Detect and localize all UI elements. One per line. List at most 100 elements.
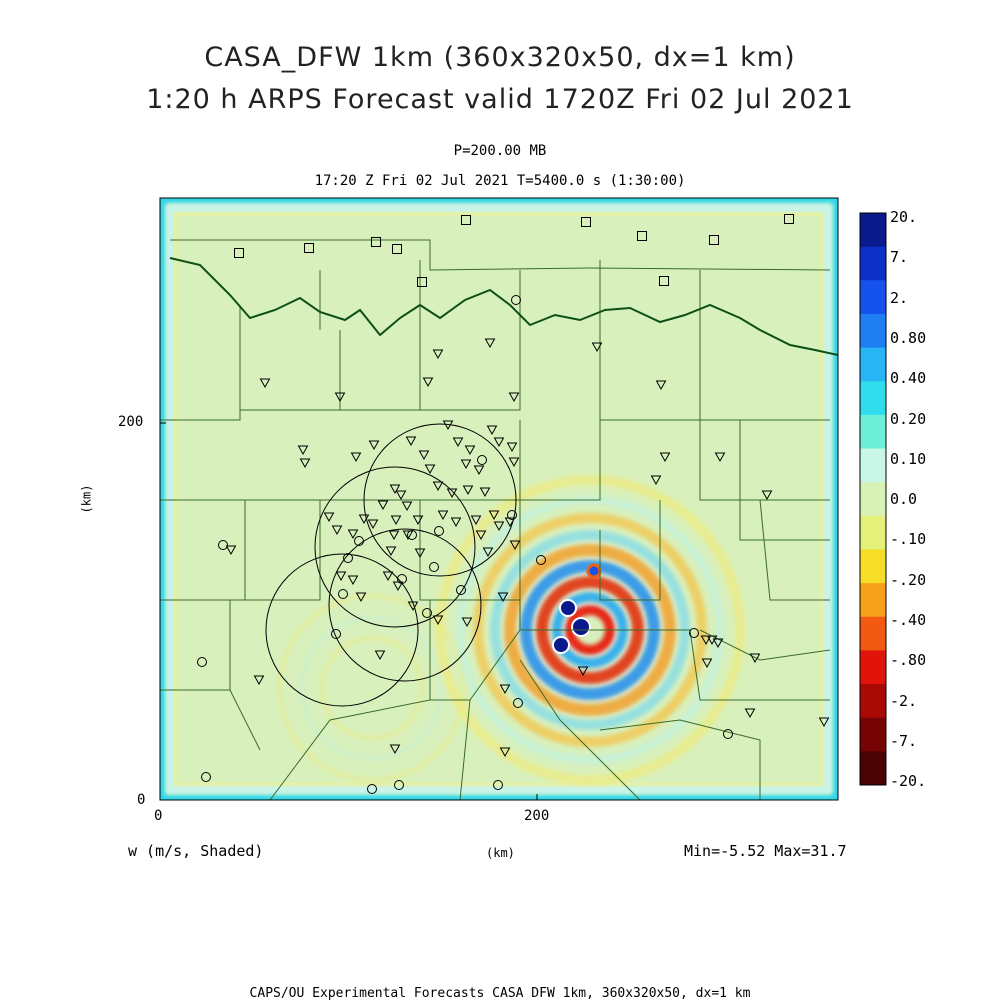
station-triangle-marker xyxy=(508,392,520,403)
y-tick-label-0: 0 xyxy=(137,792,146,808)
station-triangle-marker xyxy=(367,519,379,530)
station-triangle-marker xyxy=(253,675,265,686)
title-line-1: CASA_DFW 1km (360x320x50, dx=1 km) xyxy=(204,42,796,73)
station-circle-marker xyxy=(429,562,439,572)
colorbar-swatch xyxy=(860,650,886,685)
colorbar-swatch xyxy=(860,448,886,483)
colorbar-label: 20. xyxy=(890,208,918,226)
station-triangle-marker xyxy=(377,500,389,511)
colorbar-swatch xyxy=(860,280,886,315)
station-triangle-marker xyxy=(712,638,724,649)
station-square-marker xyxy=(371,237,381,247)
station-circle-marker xyxy=(397,574,407,584)
station-triangle-marker xyxy=(482,547,494,558)
station-triangle-marker xyxy=(488,510,500,521)
station-triangle-marker xyxy=(424,464,436,475)
station-circle-marker xyxy=(422,608,432,618)
county-boundaries xyxy=(160,239,831,800)
station-square-marker xyxy=(417,277,427,287)
station-triangle-marker xyxy=(389,744,401,755)
station-triangle-marker xyxy=(405,436,417,447)
station-triangle-marker xyxy=(700,635,712,646)
station-triangle-marker xyxy=(508,457,520,468)
station-triangle-marker xyxy=(385,546,397,557)
min-max-label: Min=-5.52 Max=31.7 xyxy=(684,842,847,860)
station-triangle-marker xyxy=(462,485,474,496)
station-triangle-marker xyxy=(475,530,487,541)
plot-background xyxy=(160,198,838,800)
colorbar-swatch xyxy=(860,381,886,416)
station-triangle-marker xyxy=(389,484,401,495)
axis-ticks xyxy=(159,422,538,801)
station-triangle-marker xyxy=(464,445,476,456)
station-triangle-marker xyxy=(479,487,491,498)
station-triangle-marker xyxy=(335,571,347,582)
station-circle-marker xyxy=(434,526,444,536)
colorbar-swatch xyxy=(860,313,886,349)
colorbar-swatch xyxy=(860,616,886,651)
station-triangle-marker xyxy=(761,490,773,501)
station-triangle-marker xyxy=(432,349,444,360)
station-circle-marker xyxy=(394,780,404,790)
colorbar-swatch xyxy=(860,213,886,248)
colorbar-label: -2. xyxy=(890,691,918,710)
plot-frame xyxy=(159,197,839,801)
station-triangle-marker xyxy=(395,490,407,501)
station-triangle-marker xyxy=(422,377,434,388)
station-triangle-marker xyxy=(382,571,394,582)
station-circle-marker xyxy=(197,657,207,667)
station-triangle-marker xyxy=(504,517,516,528)
station-triangle-marker xyxy=(818,717,830,728)
station-circle-marker xyxy=(536,555,546,565)
y-axis-label: (km) xyxy=(79,484,94,514)
station-triangle-marker xyxy=(350,452,362,463)
station-circle-marker xyxy=(407,530,417,540)
station-triangle-marker xyxy=(432,481,444,492)
y-tick-label-200: 200 xyxy=(118,414,144,430)
colorbar-label: 0.80 xyxy=(890,328,927,347)
station-circle-marker xyxy=(331,629,341,639)
station-triangle-marker xyxy=(418,450,430,461)
station-triangle-marker xyxy=(714,452,726,463)
station-triangle-marker xyxy=(442,420,454,431)
station-circle-marker xyxy=(493,780,503,790)
station-circle-marker xyxy=(367,784,377,794)
station-triangle-marker xyxy=(323,512,335,523)
station-triangle-marker xyxy=(297,445,309,456)
station-triangle-marker xyxy=(650,475,662,486)
colorbar-label: -20. xyxy=(890,772,927,791)
colorbar-swatch xyxy=(860,515,886,550)
station-triangle-marker xyxy=(259,378,271,389)
station-triangle-marker xyxy=(407,601,419,612)
station-triangle-marker xyxy=(591,342,603,353)
station-square-marker xyxy=(461,215,471,225)
station-triangle-marker xyxy=(701,658,713,669)
gravity-wave-rings xyxy=(278,594,466,782)
colorbar-label: 0.0 xyxy=(890,490,918,509)
station-triangle-marker xyxy=(493,521,505,532)
station-triangle-marker xyxy=(452,437,464,448)
colorbar-swatch xyxy=(860,583,886,618)
station-triangle-marker xyxy=(450,517,462,528)
station-square-marker xyxy=(392,244,402,254)
station-triangle-marker xyxy=(749,653,761,664)
colorbar-swatch xyxy=(860,717,886,752)
station-circle-marker xyxy=(338,589,348,599)
station-square-marker xyxy=(234,248,244,258)
colorbar-swatch xyxy=(860,246,886,281)
station-triangle-marker xyxy=(374,650,386,661)
colorbar-swatch xyxy=(860,414,886,450)
station-triangle-marker xyxy=(506,442,518,453)
colorbar-swatch xyxy=(860,549,886,584)
colorbar-swatch xyxy=(860,684,886,719)
station-triangle-marker xyxy=(744,708,756,719)
station-square-marker xyxy=(637,231,647,241)
pressure-level: P=200.00 MB xyxy=(453,143,547,159)
colorbar-label: 0.20 xyxy=(890,409,927,428)
station-triangle-marker xyxy=(577,666,589,677)
x-tick-label-200: 200 xyxy=(524,808,550,824)
station-square-marker xyxy=(581,217,591,227)
station-circle-marker xyxy=(513,698,523,708)
colorbar-frame xyxy=(859,212,887,786)
station-triangle-marker xyxy=(331,525,343,536)
